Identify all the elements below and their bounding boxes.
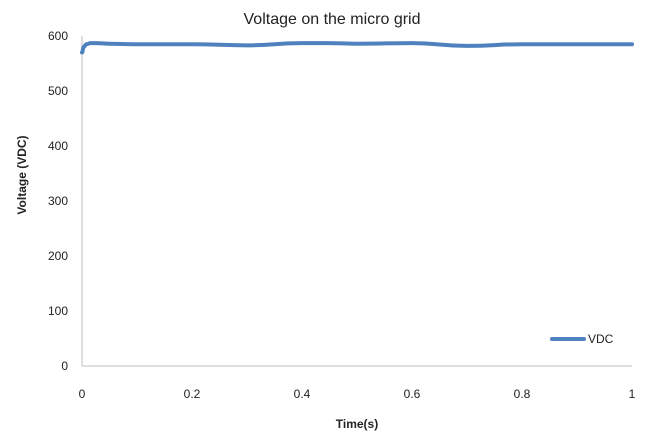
y-tick-label: 400: [48, 139, 68, 153]
chart-title: Voltage on the micro grid: [244, 11, 421, 28]
x-tick-labels: 0 0.2 0.4 0.6 0.8 1: [79, 387, 636, 401]
y-tick-label: 600: [48, 29, 68, 43]
y-tick-label: 300: [48, 194, 68, 208]
x-tick-label: 0.8: [514, 387, 531, 401]
series-line-vdc: [80, 41, 634, 55]
series-layer: [80, 41, 634, 55]
y-tick-labels: 0 100 200 300 400 500 600: [48, 29, 68, 373]
y-tick-label: 0: [61, 359, 68, 373]
x-tick-label: 0.2: [184, 387, 201, 401]
y-axis-label: Voltage (VDC): [15, 135, 29, 214]
legend-label-vdc: VDC: [588, 332, 614, 346]
x-tick-label: 1: [629, 387, 636, 401]
x-axis-label: Time(s): [336, 417, 378, 431]
x-tick-label: 0: [79, 387, 86, 401]
x-tick-label: 0.4: [294, 387, 311, 401]
x-tick-label: 0.6: [404, 387, 421, 401]
y-tick-label: 200: [48, 249, 68, 263]
y-tick-label: 100: [48, 304, 68, 318]
y-tick-label: 500: [48, 84, 68, 98]
legend: VDC: [550, 332, 614, 346]
